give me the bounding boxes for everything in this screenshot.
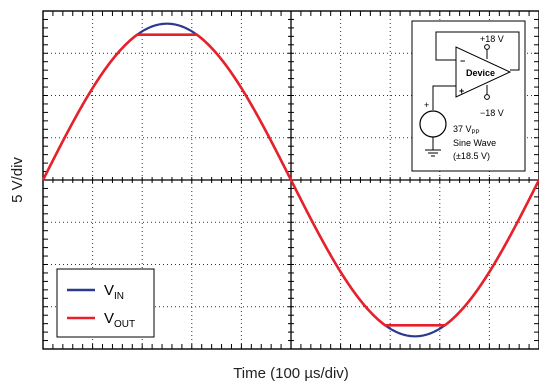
inset-box [411,20,526,172]
device-label: Device [466,68,495,78]
source-amplitude-sub: PP [472,130,480,136]
opamp-symbol [455,46,512,98]
trace-vout [41,33,539,327]
supply-pos-label: +18 V [480,34,504,44]
legend-label-vin-main: V [104,282,114,299]
circuit-inset: +18 V −18 V Device − + + 37 VPP Sine Wav… [411,20,526,172]
plot-area [41,10,539,350]
y-axis-label: 5 V/div [9,157,26,203]
source-waveform-label: Sine Wave [453,138,496,148]
legend: VIN VOUT [56,268,155,338]
supply-neg-terminal [484,94,490,100]
opamp-minus-sign: − [460,56,465,66]
legend-label-vout-main: V [104,310,114,327]
opamp-plus-sign: + [459,86,464,96]
input-wire [432,85,456,110]
source-amplitude-main: 37 V [453,124,472,134]
legend-label-vout: VOUT [104,310,135,330]
traces [41,22,539,338]
supply-pos-terminal [484,44,490,50]
legend-label-vout-sub: OUT [114,319,135,330]
source-plus-sign: + [424,100,429,110]
x-axis-label: Time (100 µs/div) [233,365,349,382]
feedback-wire [435,31,520,71]
source-range-label: (±18.5 V) [453,151,490,161]
legend-label-vin-sub: IN [114,291,124,302]
source-amplitude-label: 37 VPP [453,124,480,136]
legend-label-vin: VIN [104,282,124,302]
legend-box [56,268,155,338]
sine-source-symbol [419,110,447,138]
supply-neg-label: −18 V [480,108,504,118]
